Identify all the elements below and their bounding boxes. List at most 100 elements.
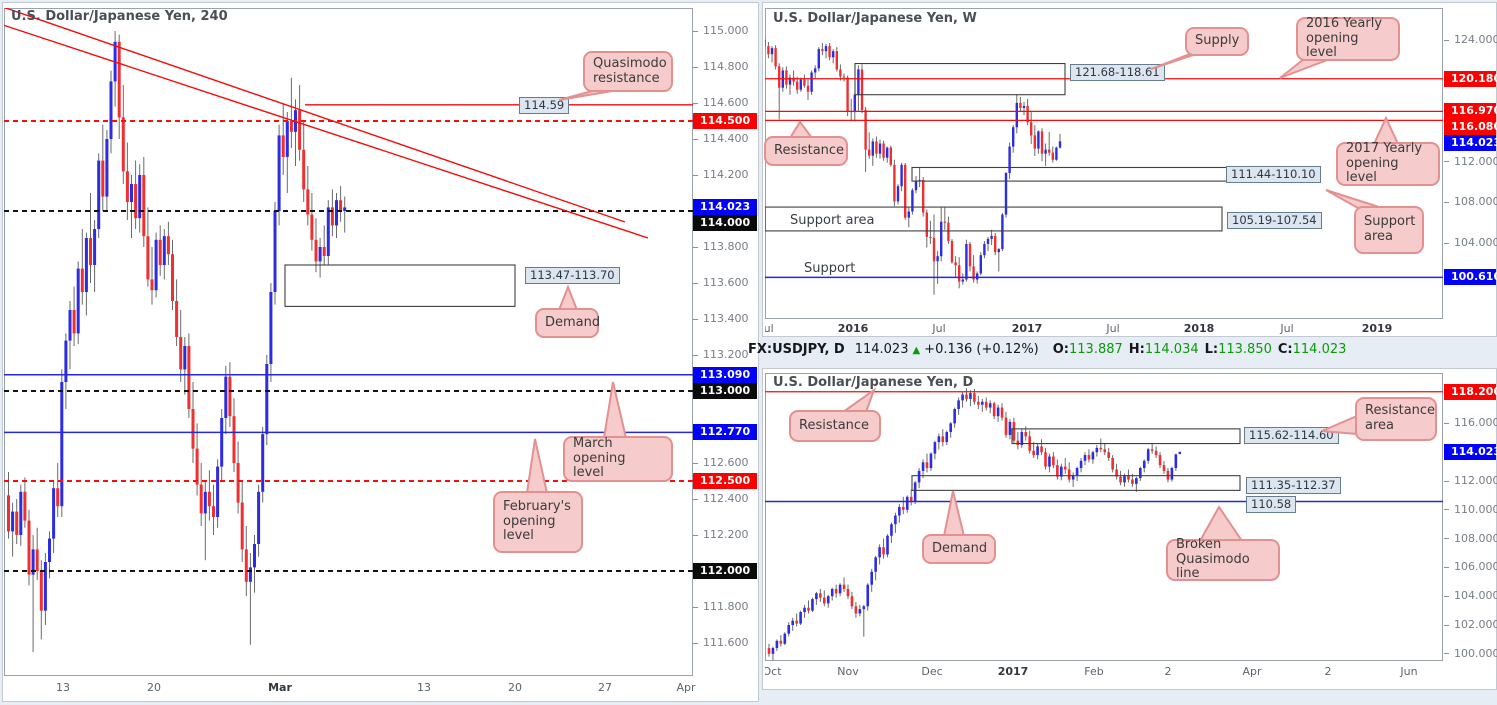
ticker-symbol: FX:USDJPY, D bbox=[748, 342, 845, 357]
candle-body bbox=[285, 121, 289, 157]
candle-body bbox=[80, 268, 84, 292]
callout-demand-4h[interactable]: Demand bbox=[535, 308, 600, 338]
time-axis-4h[interactable]: 13 20 Mar 13 20 27 Apr bbox=[4, 681, 698, 697]
y-tick-mark bbox=[693, 246, 698, 248]
candle-body bbox=[871, 141, 874, 156]
candle-body bbox=[1067, 469, 1071, 480]
candle-body bbox=[894, 515, 897, 525]
candle-body bbox=[779, 640, 783, 644]
candle-body bbox=[953, 409, 956, 424]
candle-body bbox=[900, 164, 903, 187]
candle-body bbox=[787, 625, 791, 634]
y-tick-mark bbox=[1444, 480, 1449, 482]
candle-body bbox=[898, 506, 901, 516]
candle-body bbox=[992, 403, 996, 417]
candle-body bbox=[93, 229, 97, 265]
y-tick-mark bbox=[693, 138, 698, 140]
candle-body bbox=[950, 240, 954, 263]
y-tick-mark bbox=[693, 462, 698, 464]
candle-body bbox=[921, 462, 925, 471]
price-tag: 112.500 bbox=[693, 473, 757, 489]
annotation-label: 110.58 bbox=[1246, 496, 1297, 513]
candle-body bbox=[1158, 455, 1162, 466]
callout-support-area-weekly[interactable]: Support area bbox=[1354, 206, 1424, 254]
candle-body bbox=[248, 567, 252, 582]
candle-body bbox=[850, 596, 854, 607]
supply-demand-zone bbox=[284, 264, 516, 307]
candle-body bbox=[1008, 421, 1012, 435]
candle-body bbox=[1055, 147, 1058, 160]
y-tick-label: 108.000 bbox=[1454, 195, 1497, 209]
candle-body bbox=[134, 184, 138, 219]
callout-resistance-daily[interactable]: Resistance bbox=[789, 410, 881, 442]
y-tick-label: 114.400 bbox=[703, 132, 749, 145]
x-axis-label: 2 bbox=[1324, 665, 1332, 678]
candlestick-chart-daily[interactable] bbox=[765, 373, 1443, 661]
chart-title-daily: U.S. Dollar/Japanese Yen, D bbox=[773, 375, 974, 390]
y-tick-mark bbox=[1444, 422, 1449, 424]
candle-body bbox=[1091, 452, 1095, 460]
candle-body bbox=[203, 491, 207, 514]
candle-body bbox=[236, 463, 240, 503]
x-axis-label: 2017 bbox=[997, 665, 1029, 678]
callout-february-opening-level[interactable]: February's opening level bbox=[493, 491, 583, 553]
candle-body bbox=[273, 211, 277, 292]
candle-body bbox=[72, 310, 76, 334]
x-axis-label: Nov bbox=[837, 665, 859, 678]
y-tick-label: 115.000 bbox=[703, 24, 749, 37]
candle-body bbox=[925, 462, 929, 469]
callout-supply[interactable]: Supply bbox=[1185, 27, 1249, 56]
time-axis-daily[interactable]: Oct Nov Dec 2017 Feb 2 Apr 2 Jun bbox=[765, 665, 1443, 681]
y-tick-label: 112.000 bbox=[1454, 154, 1497, 168]
candle-body bbox=[1008, 146, 1011, 173]
callout-resistance-weekly[interactable]: Resistance bbox=[764, 136, 848, 166]
price-tag: 116.970 bbox=[1444, 103, 1497, 120]
candle-body bbox=[979, 255, 982, 274]
callout-resistance-area-daily[interactable]: Resistance area bbox=[1355, 397, 1437, 441]
candle-body bbox=[195, 448, 199, 485]
callout-march-opening-level[interactable]: March opening level bbox=[563, 436, 673, 482]
x-axis-label: 27 bbox=[598, 681, 612, 694]
callout-2016-yearly-opening[interactable]: 2016 Yearly opening level bbox=[1296, 16, 1400, 61]
candle-body bbox=[878, 547, 881, 558]
candle-body bbox=[778, 66, 781, 88]
callout-broken-quasimodo-line[interactable]: Broken Quasimodo line bbox=[1166, 537, 1280, 581]
callout-2017-yearly-opening[interactable]: 2017 Yearly opening level bbox=[1336, 141, 1440, 186]
candle-body bbox=[1004, 417, 1008, 435]
x-axis-label: 2019 bbox=[1361, 322, 1393, 335]
candle-body bbox=[253, 544, 256, 568]
price-axis-weekly[interactable]: 124.000 112.000 108.000 104.000 120.180 116.9… bbox=[1444, 8, 1497, 319]
candle-body bbox=[972, 266, 975, 280]
annotation-label: 121.68-118.61 bbox=[1070, 64, 1165, 81]
x-axis-label: Apr bbox=[1242, 665, 1262, 678]
time-axis-weekly[interactable]: Jul 2016 Jul 2017 Jul 2018 Jul 2019 bbox=[765, 322, 1443, 338]
y-tick-label: 102.000 bbox=[1454, 618, 1497, 631]
candle-body bbox=[1033, 135, 1036, 149]
candle-body bbox=[142, 175, 146, 237]
candle-body bbox=[1170, 468, 1174, 480]
candle-body bbox=[224, 376, 228, 418]
candle-body bbox=[806, 85, 810, 92]
candle-body bbox=[882, 143, 885, 158]
candle-body bbox=[909, 496, 913, 502]
candle-body bbox=[97, 160, 101, 229]
candle-body bbox=[1060, 466, 1063, 477]
price-tag: 114.023 bbox=[1444, 135, 1497, 152]
x-axis-label: 13 bbox=[56, 681, 70, 694]
candle-body bbox=[957, 400, 960, 409]
price-axis-4h[interactable]: 115.000 114.800 114.600 114.400 114.200 113.8… bbox=[693, 8, 757, 676]
callout-quasimodo-resistance[interactable]: Quasimodo resistance bbox=[583, 51, 673, 92]
y-tick-mark bbox=[693, 606, 698, 608]
candlestick-chart-4h[interactable] bbox=[4, 8, 693, 676]
x-axis-label: Jul bbox=[765, 322, 774, 335]
candlestick-chart-weekly[interactable] bbox=[765, 8, 1443, 319]
price-tag: 112.000 bbox=[693, 563, 757, 579]
candle-body bbox=[824, 46, 828, 52]
price-axis-daily[interactable]: 116.000 112.000 110.000 108.000 106.000 104.0… bbox=[1444, 373, 1497, 661]
candle-body bbox=[870, 571, 873, 585]
callout-demand-daily[interactable]: Demand bbox=[922, 534, 996, 564]
candle-body bbox=[839, 69, 842, 77]
price-tag: 113.000 bbox=[693, 383, 757, 399]
candle-body bbox=[289, 121, 293, 132]
x-axis-label: 2016 bbox=[837, 322, 869, 335]
